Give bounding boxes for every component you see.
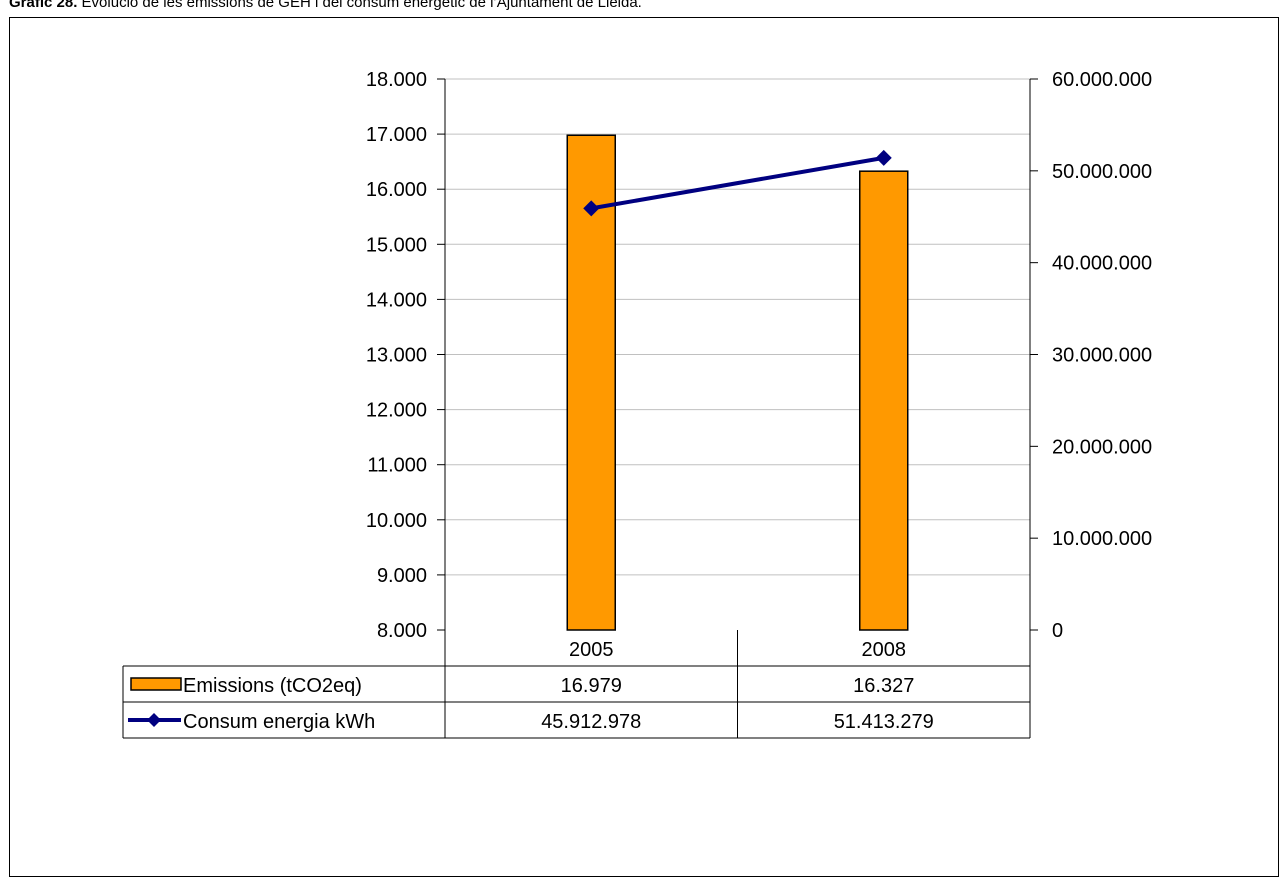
chart-frame: 8.000 9.000 10.000 11.000 12.000 13.000 14.000… — [9, 17, 1279, 877]
left-axis-tick-label: 10.000 — [366, 510, 427, 532]
left-axis-tick-label: 11.000 — [367, 455, 427, 477]
table-value-emissions: 16.979 — [561, 675, 622, 697]
left-axis-tick-label: 9.000 — [377, 565, 427, 587]
line-marker-diamond — [583, 200, 600, 217]
right-axis-tick-label: 40.000.000 — [1052, 253, 1152, 275]
chart-caption: Gràfic 28. Evolució de les emissions de … — [9, 0, 642, 11]
legend-label-consum: Consum energia kWh — [183, 711, 375, 733]
caption-label: Gràfic 28. — [9, 0, 78, 11]
table-value-consum: 45.912.978 — [541, 711, 641, 733]
table-value-emissions: 16.327 — [853, 675, 914, 697]
x-axis-category-label: 2008 — [862, 639, 907, 661]
table-value-consum: 51.413.279 — [834, 711, 934, 733]
legend-label-emissions: Emissions (tCO2eq) — [183, 675, 362, 697]
left-axis-tick-label: 16.000 — [366, 179, 427, 201]
combo-chart: 8.000 9.000 10.000 11.000 12.000 13.000 14.000… — [122, 69, 1152, 739]
bar-emissions — [859, 170, 909, 631]
legend-key-consum-marker — [147, 713, 161, 727]
left-axis-tick-label: 18.000 — [366, 69, 427, 91]
right-axis-tick-label: 20.000.000 — [1052, 436, 1152, 458]
caption-text: Evolució de les emissions de GEH i del c… — [81, 0, 642, 11]
left-axis-tick-label: 12.000 — [366, 400, 427, 422]
left-axis-tick-label: 17.000 — [366, 124, 427, 146]
bar-emissions — [566, 134, 616, 631]
line-marker-diamond — [875, 149, 892, 166]
right-axis-tick-label: 30.000.000 — [1052, 345, 1152, 367]
x-axis-category-label: 2005 — [569, 639, 614, 661]
right-axis-tick-label: 60.000.000 — [1052, 69, 1152, 91]
right-axis-tick-label: 50.000.000 — [1052, 161, 1152, 183]
left-axis-tick-label: 14.000 — [366, 289, 427, 311]
right-axis-tick-label: 10.000.000 — [1052, 528, 1152, 550]
right-axis-tick-label: 0 — [1052, 620, 1063, 642]
left-axis-tick-label: 15.000 — [366, 234, 427, 256]
legend-key-emissions — [130, 677, 182, 691]
left-axis-tick-label: 8.000 — [377, 620, 427, 642]
line-consum-energia — [590, 155, 885, 211]
left-axis-tick-label: 13.000 — [366, 345, 427, 367]
